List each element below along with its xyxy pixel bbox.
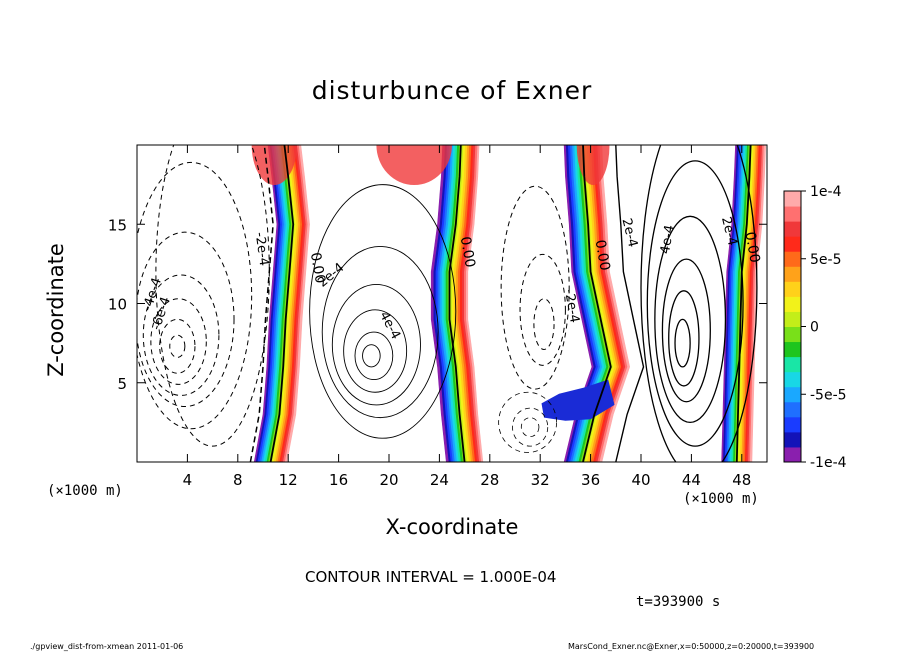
colorbar-swatch	[784, 236, 801, 252]
positive-contour	[640, 145, 758, 462]
x-tick-label: 32	[531, 471, 550, 489]
x-tick-label: 4	[183, 471, 193, 489]
contour-label: 4e-4	[376, 309, 403, 342]
negative-contour	[520, 417, 540, 438]
time-stamp: t=393900 s	[636, 594, 721, 610]
colorbar-swatch	[784, 251, 801, 267]
footer-source-file: MarsCond_Exner.nc@Exner,x=0:50000,z=0:20…	[568, 642, 815, 651]
positive-contour	[309, 184, 457, 439]
colorbar-swatch	[784, 311, 801, 327]
negative-contour	[500, 185, 570, 390]
colorbar-swatch	[784, 206, 801, 222]
x-tick-label: 16	[329, 471, 348, 489]
negative-contour	[512, 407, 549, 447]
colorbar-swatch	[784, 221, 801, 237]
x-unit-label-left: (×1000 m)	[47, 483, 123, 499]
x-tick-label: 24	[430, 471, 449, 489]
negative-contour	[137, 231, 235, 407]
negative-contour	[142, 274, 220, 396]
colorbar-swatch	[784, 401, 801, 418]
positive-contour	[362, 344, 381, 368]
colorbar-swatch	[784, 191, 801, 207]
zero-contour-label: 0.00	[592, 239, 613, 272]
colorbar-swatch	[784, 446, 801, 463]
contour-interval-text: CONTOUR INTERVAL = 1.000E-04	[305, 568, 557, 586]
negative-contour	[533, 298, 555, 350]
band-2-segment	[430, 145, 449, 462]
negative-contour	[137, 161, 253, 430]
x-unit-label-right: (×1000 m)	[683, 491, 759, 507]
x-axis-label-text: X-coordinate	[385, 515, 519, 539]
positive-contour	[343, 309, 408, 393]
positive-contour	[354, 331, 394, 381]
colorbar-tick-label: -1e-4	[810, 455, 847, 471]
colorbar-swatch	[784, 371, 801, 388]
positive-contour	[668, 290, 700, 387]
x-tick-label: 36	[581, 471, 600, 489]
zero-contour-line	[582, 145, 612, 462]
band-3-segment	[599, 145, 631, 462]
positive-contour	[646, 160, 744, 447]
positive-contour	[674, 318, 691, 368]
colorbar-tick-label: 0	[810, 320, 819, 336]
footer-script-name: ./gpview_dist-from-xmean 2011-01-06	[30, 642, 184, 651]
zero-contour-line	[448, 145, 466, 462]
zero-contour-line	[269, 145, 295, 462]
contour-label: -2e-4	[561, 288, 582, 324]
zero-contour-label: 0.00	[307, 251, 328, 284]
chart-title: disturbunce of Exner	[311, 76, 593, 105]
contour-label: 4e-4	[658, 224, 678, 255]
negative-contour	[519, 253, 566, 366]
zero-contour-label: 0.00	[457, 235, 478, 268]
x-axis-label: X-coordinate	[0, 515, 904, 539]
negative-contour	[169, 334, 186, 358]
y-axis-label: Z-coordinate	[44, 243, 68, 377]
colorbar-swatch	[784, 386, 801, 403]
colorbar-tick-label: -5e-5	[810, 387, 847, 403]
contour-label: 2e-4	[618, 217, 640, 249]
colorbar-swatch	[784, 416, 801, 433]
positive-cap	[376, 145, 452, 185]
x-tick-label: 12	[279, 471, 298, 489]
positive-contour	[654, 215, 727, 424]
x-tick-label: 20	[379, 471, 398, 489]
colorbar-swatch	[784, 356, 801, 373]
y-tick-label: 15	[108, 216, 127, 234]
colorbar-swatch	[784, 266, 801, 282]
colorbar-swatch	[784, 341, 801, 358]
negative-contour	[150, 298, 207, 385]
negative-contour	[159, 318, 196, 374]
colorbar-swatch	[784, 326, 801, 343]
band-1-segment	[284, 145, 310, 462]
zero-contour-line	[735, 145, 752, 462]
positive-contour	[615, 145, 645, 462]
positive-contour	[661, 258, 711, 403]
contour-label: -2e-4	[252, 231, 272, 267]
negative-contour	[498, 391, 557, 453]
x-tick-label: 8	[233, 471, 243, 489]
colorbar-swatch	[784, 296, 801, 312]
y-tick-label: 5	[117, 375, 127, 393]
zero-contour-label: 0.00	[741, 231, 762, 264]
contour-label: 2e-4	[718, 215, 740, 247]
colorbar-swatch	[784, 281, 801, 297]
x-tick-label: 40	[631, 471, 650, 489]
colorbar-swatch	[784, 431, 801, 448]
positive-contour	[321, 245, 439, 419]
y-tick-label: 10	[108, 296, 127, 314]
positive-contour	[331, 284, 421, 406]
x-tick-label: 48	[732, 471, 751, 489]
x-tick-label: 28	[480, 471, 499, 489]
x-tick-label: 44	[682, 471, 701, 489]
colorbar-tick-label: 5e-5	[810, 252, 841, 268]
colorbar-tick-label: 1e-4	[810, 184, 842, 200]
